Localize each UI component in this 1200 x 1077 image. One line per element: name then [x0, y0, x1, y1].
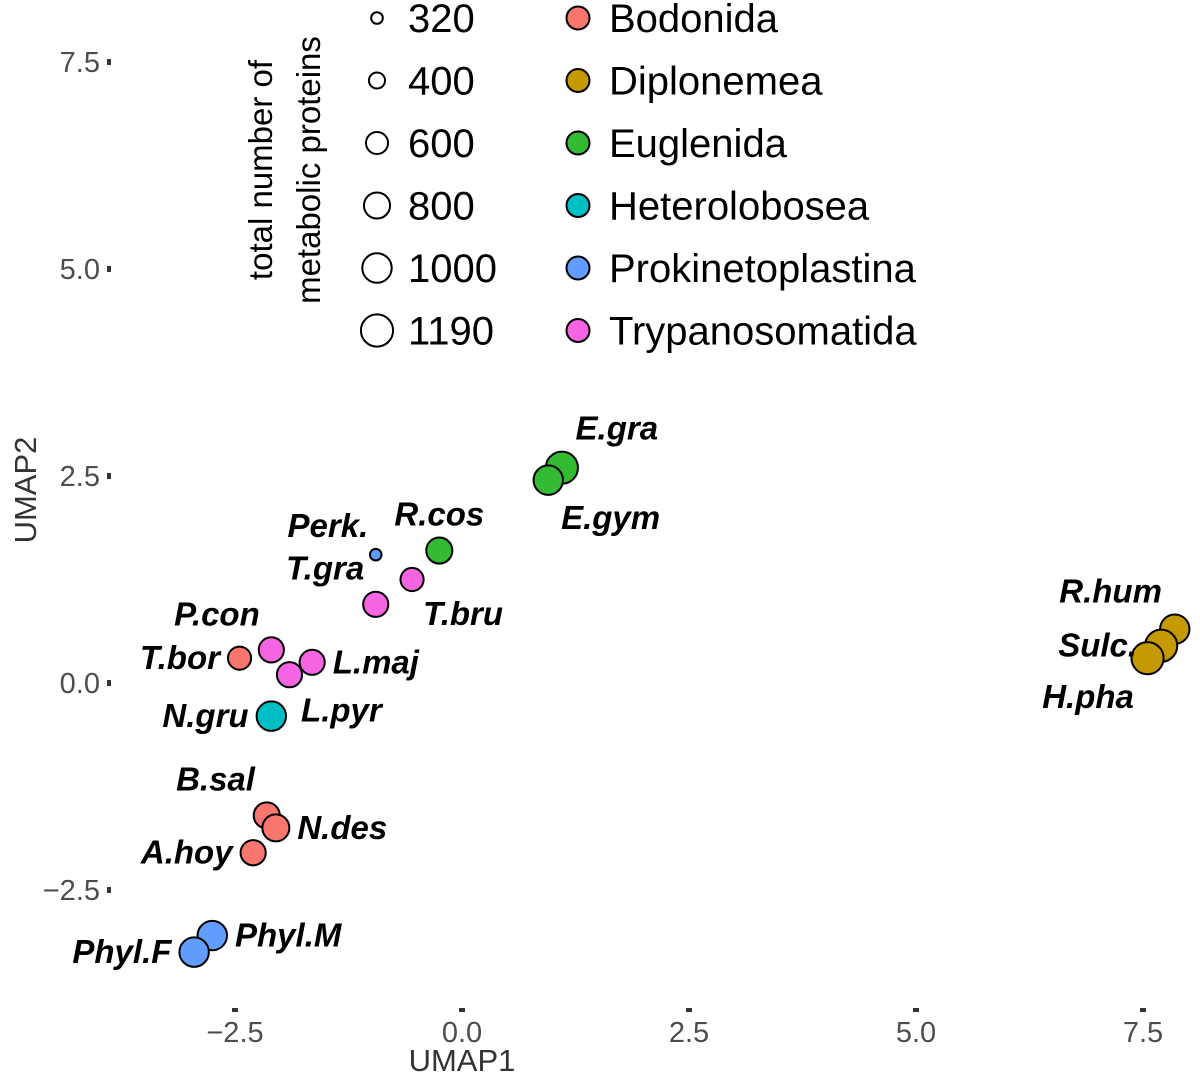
- x-tick: [686, 1008, 692, 1012]
- point-label: L.pyr: [301, 691, 384, 728]
- point-label: R.cos: [394, 495, 484, 532]
- legends: total number of metabolic proteins 320 400 6…: [242, 0, 917, 354]
- data-point: [257, 636, 285, 664]
- y-tick-label: 0.0: [60, 668, 100, 700]
- color-legend-label: Heterolobosea: [609, 185, 870, 229]
- color-legend-key: [565, 318, 591, 343]
- color-legend-label: Bodonida: [609, 0, 779, 41]
- y-tick: [107, 473, 111, 479]
- point-label: Sulc.: [1058, 627, 1137, 664]
- x-tick-label: 5.0: [896, 1017, 936, 1049]
- data-point: [275, 661, 304, 689]
- y-tick: [107, 887, 111, 893]
- size-legend-label: 600: [408, 122, 475, 166]
- x-tick-label: 7.5: [1123, 1017, 1163, 1049]
- point-label: E.gra: [576, 410, 659, 447]
- size-legend-label: 1190: [408, 310, 494, 354]
- point-label: N.gru: [162, 697, 248, 734]
- x-tick-label: 0.0: [442, 1017, 482, 1049]
- x-tick-label: −2.5: [206, 1017, 263, 1049]
- point-label: H.pha: [1042, 678, 1134, 715]
- y-tick-label: 2.5: [60, 461, 100, 493]
- color-legend-label: Prokinetoplastina: [609, 247, 917, 291]
- data-point: [1130, 641, 1165, 676]
- data-point: [261, 813, 291, 843]
- color-legend-label: Euglenida: [609, 122, 788, 166]
- y-tick: [107, 680, 111, 686]
- y-tick: [107, 266, 111, 272]
- data-point: [532, 464, 564, 496]
- point-label: P.con: [174, 595, 260, 632]
- size-legend-label: 320: [408, 0, 475, 41]
- color-legend-key: [565, 130, 591, 156]
- data-point: [226, 645, 253, 671]
- size-legend-key: [362, 191, 392, 220]
- size-legend-key: [361, 252, 393, 284]
- point-labels: E.gra E.gym R.cos Perk. T.bru T.gra P.con L.maj…: [72, 410, 1162, 970]
- size-legend-title-line: total number of: [242, 59, 279, 280]
- point-label: Perk.: [288, 507, 369, 544]
- data-point: [298, 648, 326, 676]
- data-points: [178, 450, 1191, 968]
- point-label: Phyl.M: [235, 917, 343, 954]
- y-tick-label: 5.0: [60, 254, 100, 286]
- size-legend-key: [364, 130, 390, 156]
- size-legend-label: 400: [408, 60, 475, 104]
- y-tick-label: 7.5: [60, 47, 100, 79]
- point-label: B.sal: [176, 760, 256, 797]
- color-legend-key: [565, 193, 591, 218]
- point-label: A.hoy: [140, 834, 234, 871]
- size-legend-label: 800: [408, 185, 475, 229]
- x-tick: [232, 1008, 238, 1012]
- size-legend-title-line: metabolic proteins: [290, 36, 327, 304]
- data-point: [362, 590, 390, 618]
- point-label: N.des: [297, 809, 387, 846]
- data-point: [255, 700, 288, 732]
- data-point: [178, 936, 210, 968]
- color-legend-label: Trypanosomatida: [609, 310, 917, 354]
- data-point: [239, 839, 267, 867]
- x-axis-title: UMAP1: [409, 1043, 516, 1077]
- color-legend-key: [565, 5, 591, 31]
- x-tick-label: 2.5: [669, 1017, 709, 1049]
- data-point: [399, 566, 425, 593]
- point-label: T.gra: [286, 550, 364, 587]
- color-legend-label: Diplonemea: [609, 60, 823, 104]
- x-tick: [913, 1008, 919, 1012]
- color-legend-key: [565, 255, 591, 281]
- point-label: E.gym: [561, 499, 660, 536]
- y-tick-label: −2.5: [43, 875, 100, 907]
- size-legend-title: total number of metabolic proteins: [242, 36, 327, 304]
- axes: −2.5 0.0 2.5 5.0 7.5 −2.5 0.0 2.5 5.0 7.5 UMAP1 UMA…: [8, 47, 1163, 1077]
- size-legend-key: [359, 313, 395, 348]
- color-legend-key: [565, 68, 591, 93]
- data-point: [425, 536, 454, 565]
- size-legend-label: 1000: [408, 247, 497, 291]
- point-label: R.hum: [1059, 572, 1162, 609]
- point-label: T.bor: [140, 639, 222, 676]
- point-label: Phyl.F: [72, 933, 172, 970]
- x-tick: [1140, 1008, 1146, 1012]
- y-tick: [107, 59, 111, 65]
- y-axis-title: UMAP2: [8, 437, 43, 544]
- size-legend-key: [367, 71, 387, 90]
- x-tick: [459, 1008, 465, 1012]
- point-label: T.bru: [423, 595, 503, 632]
- point-label: L.maj: [333, 643, 420, 680]
- data-point: [368, 547, 383, 562]
- size-legend-key: [370, 11, 384, 25]
